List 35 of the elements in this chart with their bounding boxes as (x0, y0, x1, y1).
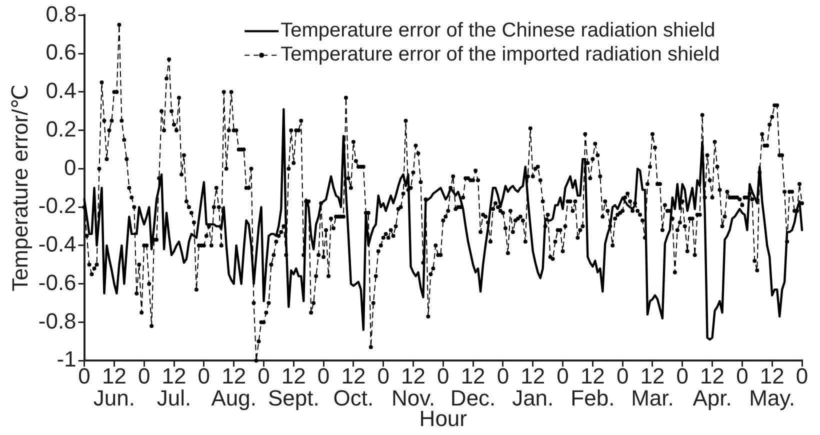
x-tick-label: 0 (198, 364, 210, 389)
x-tick-label: 0 (437, 364, 450, 389)
x-tick-label: 0 (317, 364, 330, 389)
x-tick-label: 12 Feb. (570, 364, 615, 411)
y-tick-label: -0.4 (38, 232, 76, 257)
x-tick-label: 12 Sept. (268, 364, 320, 411)
y-tick-label: -0.8 (38, 308, 76, 334)
x-tick-label: 0 (736, 364, 748, 389)
y-tick-label: -0.2 (38, 193, 76, 218)
x-tick-label: 0 (258, 364, 270, 389)
y-axis-title: Temperature error/℃ (7, 84, 32, 292)
x-tick-label: 12 Jan. (512, 364, 554, 411)
x-tick-label: 12 Oct. (333, 364, 374, 411)
x-tick-label: 0 (556, 364, 569, 389)
x-tick-label: 12 Aug. (211, 364, 256, 411)
y-tick-label: 0.2 (46, 116, 76, 142)
y-tick-label: 0 (64, 154, 76, 180)
y-tick-label: 0.8 (46, 1, 76, 26)
x-tick-label: 0 (616, 364, 629, 389)
legend-label: Temperature error of the imported radiation shield (280, 44, 720, 66)
legend-label: Temperature error of the Chinese radiation shield (280, 20, 716, 42)
x-tick-label: 0 (676, 364, 689, 389)
y-tick-label: 0.4 (46, 78, 76, 104)
x-tick-label: 12 Jul. (156, 364, 192, 411)
x-tick-label: 0 (496, 364, 510, 389)
x-tick-label: 12 Mar. (631, 364, 674, 411)
x-tick-label: 0 (138, 364, 150, 389)
x-tick-label: 0 (796, 364, 808, 389)
x-tick-label: 12 Jun. (93, 364, 136, 411)
x-tick-label: 12 May. (749, 364, 796, 411)
y-tick-label: 0.6 (46, 40, 76, 65)
x-tick-label: 12 Apr. (692, 364, 732, 411)
x-tick-label: 0 (377, 364, 390, 389)
y-tick-label: -1 (56, 346, 76, 372)
y-tick-label: -0.6 (38, 270, 76, 295)
